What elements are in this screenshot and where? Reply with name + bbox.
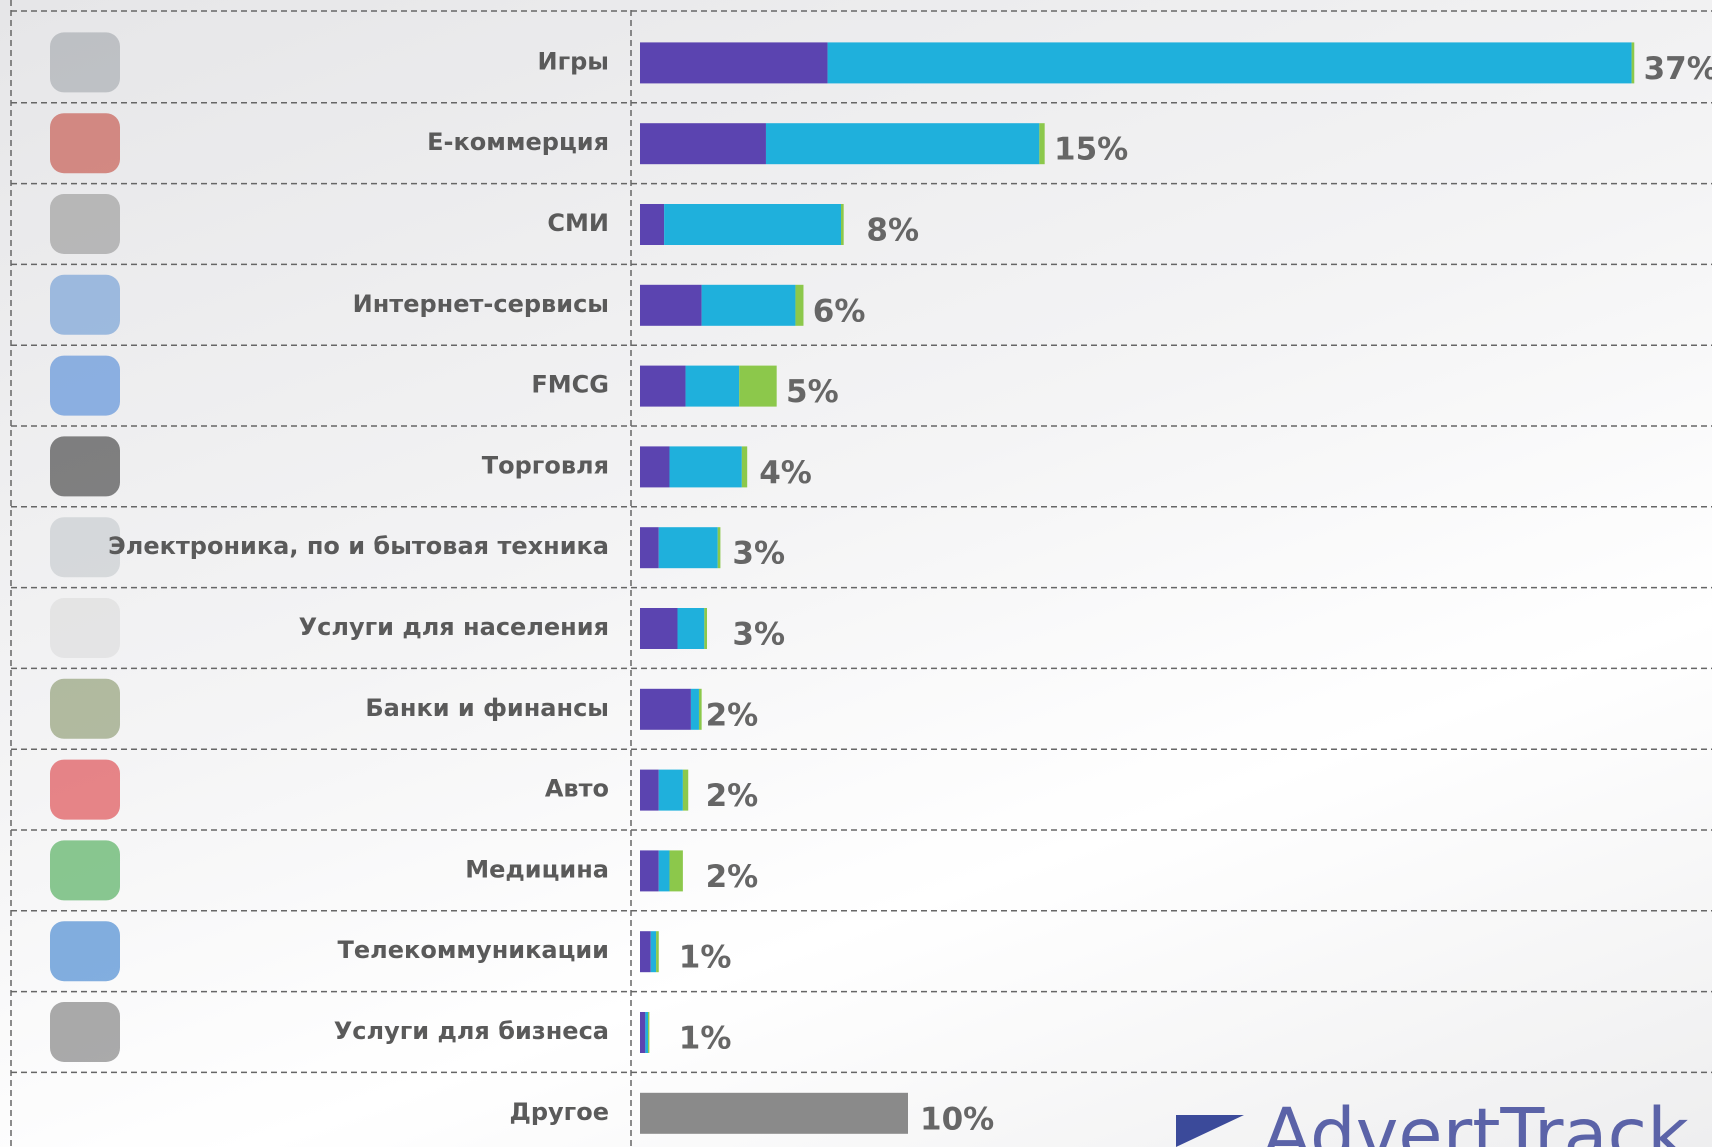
value-label: 3% bbox=[732, 536, 785, 572]
category-label: Другое bbox=[509, 1098, 609, 1126]
category-icon bbox=[50, 275, 120, 335]
bar-segment bbox=[640, 770, 659, 811]
value-label: 4% bbox=[759, 455, 812, 491]
value-label: 2% bbox=[706, 697, 759, 733]
bar-segment bbox=[640, 931, 651, 972]
bar-segment bbox=[691, 689, 699, 730]
value-label: 3% bbox=[732, 617, 785, 653]
category-icon bbox=[50, 840, 120, 900]
category-label: Торговля bbox=[482, 451, 609, 479]
value-label: 15% bbox=[1054, 132, 1128, 168]
category-label: Е-коммерция bbox=[427, 128, 609, 156]
value-label: 2% bbox=[706, 778, 759, 814]
bar-segment bbox=[656, 931, 659, 972]
bar-segment bbox=[795, 285, 803, 326]
bar-segment bbox=[659, 527, 718, 568]
bar-segment bbox=[704, 608, 707, 649]
category-label: Электроника, по и бытовая техника bbox=[108, 532, 609, 560]
category-icon bbox=[50, 921, 120, 981]
category-label: Услуги для бизнеса bbox=[334, 1017, 609, 1045]
bar-segment bbox=[651, 931, 656, 972]
bar-segment bbox=[640, 366, 686, 407]
value-label: 8% bbox=[866, 213, 919, 249]
bar-segment bbox=[678, 608, 705, 649]
bar-segment bbox=[686, 366, 740, 407]
category-label: FMCG bbox=[531, 371, 609, 399]
bar-segment bbox=[640, 446, 669, 487]
category-icon bbox=[50, 113, 120, 173]
brand: AdvertTrack bbox=[1262, 1093, 1689, 1147]
category-icon bbox=[50, 760, 120, 820]
bar-segment bbox=[640, 204, 664, 245]
value-label: 10% bbox=[920, 1101, 994, 1137]
bar-segment bbox=[1632, 42, 1635, 83]
bar-segment bbox=[718, 527, 721, 568]
chart: Игры 37% Е-коммерция 15% СМИ 8% Интернет-серви… bbox=[0, 0, 1712, 1147]
value-label: 5% bbox=[786, 374, 839, 410]
bar-segment bbox=[766, 123, 1039, 164]
category-label: Игры bbox=[537, 47, 609, 75]
bar-segment bbox=[648, 1012, 649, 1053]
category-icon bbox=[50, 436, 120, 496]
category-icon bbox=[50, 598, 120, 658]
bar-segment bbox=[640, 42, 828, 83]
bar-segment bbox=[669, 850, 682, 891]
logo-icon bbox=[1176, 1115, 1244, 1147]
bar-segment bbox=[1039, 123, 1044, 164]
category-label: Медицина bbox=[465, 855, 609, 883]
category-label: Телекоммуникации bbox=[338, 936, 609, 964]
bar-segment bbox=[640, 850, 659, 891]
bar-segment bbox=[664, 204, 841, 245]
category-label: СМИ bbox=[547, 209, 609, 237]
bar-segment bbox=[841, 204, 844, 245]
bar-segment bbox=[645, 1012, 648, 1053]
bar-segment bbox=[640, 285, 702, 326]
category-icon bbox=[50, 356, 120, 416]
category-label: Банки и финансы bbox=[365, 694, 609, 722]
bar-segment bbox=[640, 608, 678, 649]
category-icon bbox=[50, 194, 120, 254]
value-label: 37% bbox=[1644, 51, 1712, 87]
category-icon bbox=[50, 1002, 120, 1062]
value-label: 1% bbox=[679, 1021, 732, 1057]
category-label: Услуги для населения bbox=[299, 613, 609, 641]
bar-segment bbox=[702, 285, 796, 326]
bar-segment bbox=[640, 689, 691, 730]
bar-segment bbox=[669, 446, 741, 487]
value-label: 1% bbox=[679, 940, 732, 976]
category-icon bbox=[50, 679, 120, 739]
bar-segment bbox=[659, 770, 683, 811]
bar-segment bbox=[640, 1093, 908, 1134]
bar-segment bbox=[739, 366, 777, 407]
category-icon bbox=[50, 32, 120, 92]
bar-segment bbox=[828, 42, 1632, 83]
bar-segment bbox=[659, 850, 670, 891]
bar-segment bbox=[742, 446, 747, 487]
value-label: 2% bbox=[706, 859, 759, 895]
bar-segment bbox=[683, 770, 688, 811]
category-label: Интернет-сервисы bbox=[353, 290, 609, 318]
bar-segment bbox=[640, 527, 659, 568]
category-label: Авто bbox=[545, 775, 609, 803]
bar-segment bbox=[699, 689, 702, 730]
bar-segment bbox=[640, 1012, 645, 1053]
value-label: 6% bbox=[813, 293, 866, 329]
bar-segment bbox=[640, 123, 766, 164]
